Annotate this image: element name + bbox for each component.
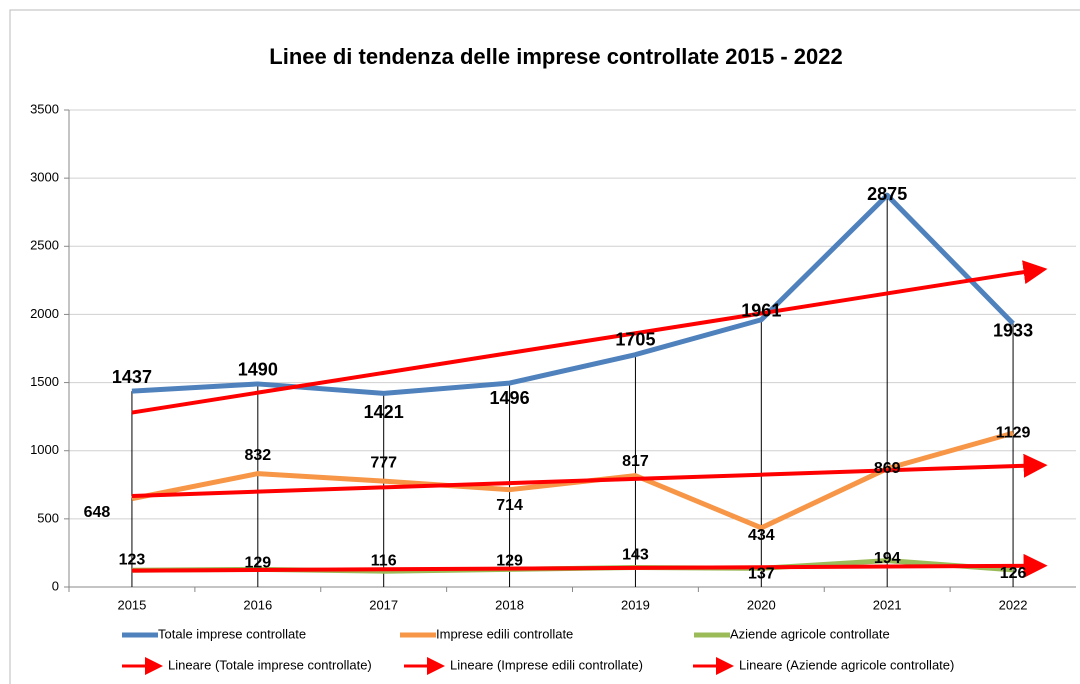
legend-label: Lineare (Imprese edili controllate) xyxy=(450,657,643,672)
data-label: 1496 xyxy=(490,388,530,408)
trend-line xyxy=(131,260,1048,415)
x-tick-label: 2017 xyxy=(369,597,398,612)
chart-frame xyxy=(9,9,1080,684)
data-label: 194 xyxy=(874,550,901,567)
series-line xyxy=(131,192,1015,396)
data-label: 143 xyxy=(622,547,649,564)
x-tick-label: 2022 xyxy=(999,597,1028,612)
y-tick-label: 1500 xyxy=(30,374,59,389)
x-tick-label: 2015 xyxy=(117,597,146,612)
data-label: 1705 xyxy=(615,329,655,349)
data-label: 832 xyxy=(244,447,271,464)
data-label: 123 xyxy=(119,551,146,568)
y-tick-label: 1000 xyxy=(30,442,59,457)
data-label: 817 xyxy=(622,453,649,470)
y-tick-label: 2000 xyxy=(30,306,59,321)
data-label: 869 xyxy=(874,460,901,477)
data-label: 129 xyxy=(496,553,523,570)
x-tick-label: 2018 xyxy=(495,597,524,612)
x-tick-label: 2020 xyxy=(747,597,776,612)
data-label: 137 xyxy=(748,566,775,583)
data-label: 1961 xyxy=(741,300,781,320)
data-label: 2875 xyxy=(867,184,907,204)
y-tick-label: 500 xyxy=(37,510,59,525)
data-label: 777 xyxy=(370,454,397,471)
x-tick-label: 2016 xyxy=(243,597,272,612)
data-label: 1129 xyxy=(996,424,1031,441)
data-label: 129 xyxy=(244,555,271,572)
x-tick-label: 2021 xyxy=(873,597,902,612)
trend-line xyxy=(131,453,1048,498)
trend-line xyxy=(131,553,1048,578)
data-label: 1437 xyxy=(112,367,152,387)
y-tick-label: 2500 xyxy=(30,238,59,253)
x-tick-label: 2019 xyxy=(621,597,650,612)
legend-label: Lineare (Totale imprese controllate) xyxy=(168,657,372,672)
legend-label: Totale imprese controllate xyxy=(158,626,306,641)
data-label: 116 xyxy=(371,552,397,569)
legend-label: Aziende agricole controllate xyxy=(730,626,890,641)
y-tick-label: 3500 xyxy=(30,101,59,116)
data-label: 1490 xyxy=(238,360,278,380)
data-label: 648 xyxy=(84,504,111,521)
legend-label: Imprese edili controllate xyxy=(436,626,573,641)
data-label: 126 xyxy=(1000,565,1027,582)
chart-title: Linee di tendenza delle imprese controll… xyxy=(269,44,842,69)
legend-label: Lineare (Aziende agricole controllate) xyxy=(739,657,954,672)
y-tick-label: 0 xyxy=(52,578,59,593)
data-label: 1421 xyxy=(364,402,404,422)
y-tick-label: 3000 xyxy=(30,170,59,185)
data-label: 714 xyxy=(496,497,523,514)
data-label: 1933 xyxy=(993,320,1033,340)
data-label: 434 xyxy=(748,527,775,544)
